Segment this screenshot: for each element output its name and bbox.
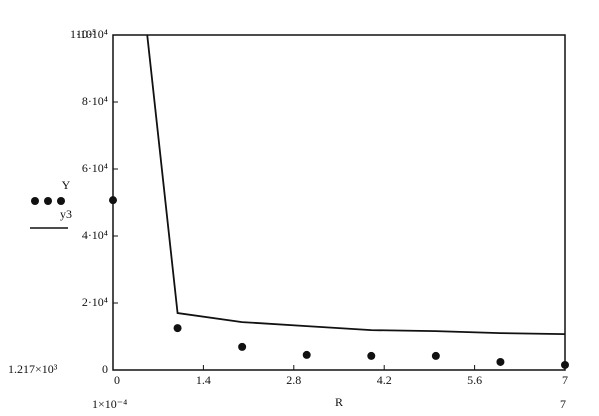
y-tick-label: 4·10⁴ — [82, 228, 108, 242]
series-line — [146, 35, 565, 336]
x-tick-label: 4.2 — [377, 373, 392, 387]
data-point — [561, 360, 569, 369]
x-tick-label: 2.8 — [286, 373, 301, 387]
legend-label: y3 — [60, 207, 72, 221]
x-tick-label: 5.6 — [467, 373, 482, 387]
legend-dot — [44, 197, 52, 205]
data-point — [173, 324, 182, 333]
data-point — [496, 357, 505, 366]
data-point — [431, 351, 440, 360]
data-point — [302, 350, 311, 359]
legend-dot — [31, 197, 39, 205]
x-tick-label: 0 — [114, 373, 120, 387]
xlim-left-label: 1×10⁻⁴ — [92, 397, 127, 411]
legend-label: Y — [62, 178, 71, 192]
ylim-top-label: 1·10⁵ — [70, 27, 96, 41]
x-axis-label: R — [335, 395, 343, 409]
x-tick-label: 1.4 — [196, 373, 211, 387]
xlim-right-label: 7 — [560, 397, 566, 411]
plot-frame — [112, 34, 566, 371]
y-tick-label: 6·10⁴ — [82, 161, 108, 175]
data-point — [109, 196, 117, 205]
y-tick-label: 2·10⁴ — [82, 295, 108, 309]
ylim-bottom-label: 1.217×10³ — [8, 362, 58, 376]
data-point — [238, 342, 247, 351]
data-point — [367, 351, 376, 360]
y-tick-label: 0 — [102, 362, 108, 376]
y-tick-label: 8·10⁴ — [82, 94, 108, 108]
legend-dot — [57, 197, 65, 205]
x-tick-label: 7 — [562, 373, 568, 387]
y-tick-label: 10·10⁴ — [76, 27, 108, 41]
legend-symbols — [30, 197, 68, 229]
